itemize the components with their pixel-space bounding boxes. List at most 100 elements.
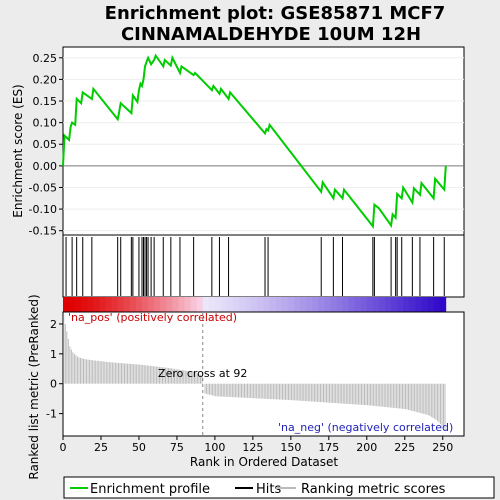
es-ytick-label: -0.10: [29, 203, 57, 216]
color-bar-segment: [93, 297, 100, 312]
color-bar-segment: [63, 297, 70, 312]
x-tick-label: 150: [280, 441, 301, 454]
color-bar-segment: [160, 297, 167, 312]
metric-ytick-label: -1: [46, 408, 57, 421]
color-bar-segment: [421, 297, 428, 312]
color-bar-segment: [214, 297, 222, 312]
color-bar-segment: [342, 297, 349, 312]
color-bar-segment: [348, 297, 356, 312]
color-bar-segment: [135, 297, 143, 312]
color-bar-segment: [227, 297, 234, 312]
color-bar-segment: [233, 297, 240, 312]
color-bar-segment: [275, 297, 283, 312]
color-bar-segment: [105, 297, 113, 312]
es-ytick-label: 0.15: [33, 95, 58, 108]
color-bar-segment: [99, 297, 106, 312]
color-bar-segment: [263, 297, 270, 312]
es-ytick-label: 0.05: [33, 138, 58, 151]
color-bar-segment: [184, 297, 191, 312]
color-bar-segment: [111, 297, 119, 312]
es-ytick-label: -0.15: [29, 225, 57, 238]
es-axis-label: Enrichment score (ES): [11, 84, 25, 217]
color-bar-segment: [123, 297, 131, 312]
es-panel: [62, 46, 465, 236]
color-bar-segment: [196, 297, 204, 312]
color-bar-segment: [336, 297, 343, 312]
color-bar-segment: [190, 297, 198, 312]
color-bar-segment: [366, 297, 374, 312]
metric-ytick-label: 0: [50, 378, 57, 391]
legend-enrichment-label: Enrichment profile: [90, 482, 210, 497]
color-bar-segment: [306, 297, 313, 312]
metric-panel: [62, 311, 465, 437]
x-tick-label: 25: [94, 441, 108, 454]
color-bar-segment: [378, 297, 386, 312]
es-ytick-label: 0.10: [33, 117, 58, 130]
color-bar-segment: [433, 297, 441, 312]
metric-axis-label: Ranked list metric (PreRanked): [27, 294, 41, 479]
color-bar-segment: [141, 297, 149, 312]
chart-title-line2: CINNAMALDEHYDE 10UM 12H: [121, 24, 421, 45]
x-tick-label: 0: [60, 441, 67, 454]
color-bar-segment: [75, 297, 82, 312]
color-bar-segment: [281, 297, 289, 312]
color-bar-segment: [293, 297, 301, 312]
ranking-color-bar: [63, 297, 447, 312]
color-bar-segment: [372, 297, 380, 312]
legend-hits-label: Hits: [256, 482, 281, 497]
x-tick-label: 50: [132, 441, 146, 454]
color-bar-segment: [148, 297, 155, 312]
color-bar-segment: [208, 297, 216, 312]
color-bar-segment: [245, 297, 252, 312]
metric-ytick-label: 1: [50, 348, 57, 361]
es-ytick-label: 0.20: [33, 73, 58, 86]
color-bar-segment: [269, 297, 277, 312]
color-bar-segment: [287, 297, 295, 312]
color-bar-segment: [427, 297, 435, 312]
color-bar-segment: [257, 297, 264, 312]
es-ytick-label: 0.25: [33, 52, 58, 65]
es-ytick-label: 0.00: [33, 160, 58, 173]
color-bar-segment: [330, 297, 337, 312]
x-tick-label: 75: [170, 441, 184, 454]
color-bar-segment: [220, 297, 228, 312]
chart-title-line1: Enrichment plot: GSE85871 MCF7: [105, 3, 446, 24]
color-bar-segment: [239, 297, 246, 312]
x-tick-label: 100: [204, 441, 225, 454]
metric-ytick-label: 2: [50, 318, 57, 331]
color-bar-segment: [87, 297, 94, 312]
x-tick-label: 175: [318, 441, 339, 454]
color-bar-segment: [409, 297, 416, 312]
color-bar-segment: [439, 297, 447, 312]
color-bar-segment: [172, 297, 179, 312]
color-bar-segment: [397, 297, 404, 312]
color-bar-segment: [324, 297, 331, 312]
color-bar-segment: [391, 297, 398, 312]
color-bar-segment: [299, 297, 307, 312]
x-tick-label: 250: [432, 441, 453, 454]
color-bar-segment: [202, 297, 210, 312]
color-bar-segment: [251, 297, 258, 312]
color-bar-segment: [129, 297, 137, 312]
color-bar-segment: [154, 297, 161, 312]
x-tick-label: 200: [356, 441, 377, 454]
x-axis-label: Rank in Ordered Dataset: [190, 455, 338, 469]
color-bar-segment: [403, 297, 410, 312]
legend-metric-label: Ranking metric scores: [301, 482, 446, 497]
color-bar-segment: [318, 297, 325, 312]
x-tick-label: 225: [394, 441, 415, 454]
neg-correlated-label: 'na_neg' (negatively correlated): [278, 421, 453, 434]
hits-panel: [62, 234, 465, 298]
color-bar-segment: [360, 297, 368, 312]
color-bar-segment: [166, 297, 173, 312]
color-bar-segment: [354, 297, 362, 312]
es-ytick-label: -0.05: [29, 181, 57, 194]
color-bar-segment: [81, 297, 88, 312]
color-bar-segment: [312, 297, 319, 312]
color-bar-segment: [385, 297, 392, 312]
color-bar-segment: [415, 297, 422, 312]
enrichment-profile-line: [62, 53, 447, 230]
color-bar-segment: [178, 297, 185, 312]
zero-cross-label: Zero cross at 92: [158, 367, 247, 380]
